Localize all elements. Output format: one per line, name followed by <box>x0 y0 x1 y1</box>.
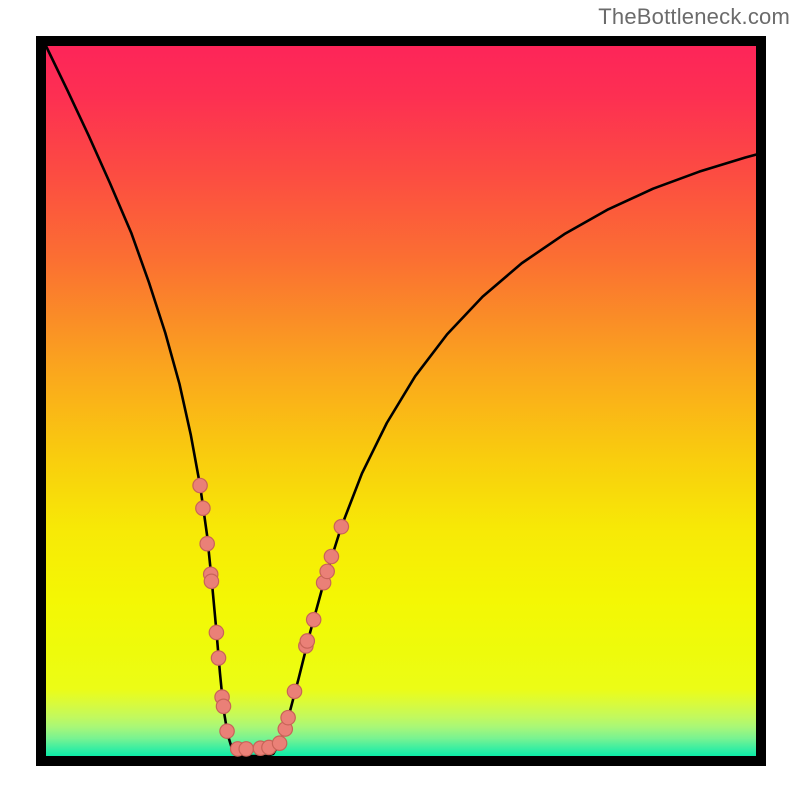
data-marker <box>306 612 320 626</box>
data-marker <box>324 549 338 563</box>
data-marker <box>204 574 218 588</box>
data-marker <box>320 564 334 578</box>
data-marker <box>211 651 225 665</box>
data-marker <box>300 634 314 648</box>
data-marker <box>193 478 207 492</box>
data-marker <box>272 736 286 750</box>
data-marker <box>287 684 301 698</box>
data-marker <box>334 519 348 533</box>
watermark-text: TheBottleneck.com <box>598 4 790 30</box>
data-marker <box>281 710 295 724</box>
data-marker <box>220 724 234 738</box>
figure-root: { "watermark": { "text": "TheBottleneck.… <box>0 0 800 800</box>
bottleneck-chart <box>0 0 800 800</box>
data-marker <box>209 625 223 639</box>
data-marker <box>200 537 214 551</box>
data-marker <box>239 742 253 756</box>
data-marker <box>196 501 210 515</box>
data-marker <box>216 699 230 713</box>
